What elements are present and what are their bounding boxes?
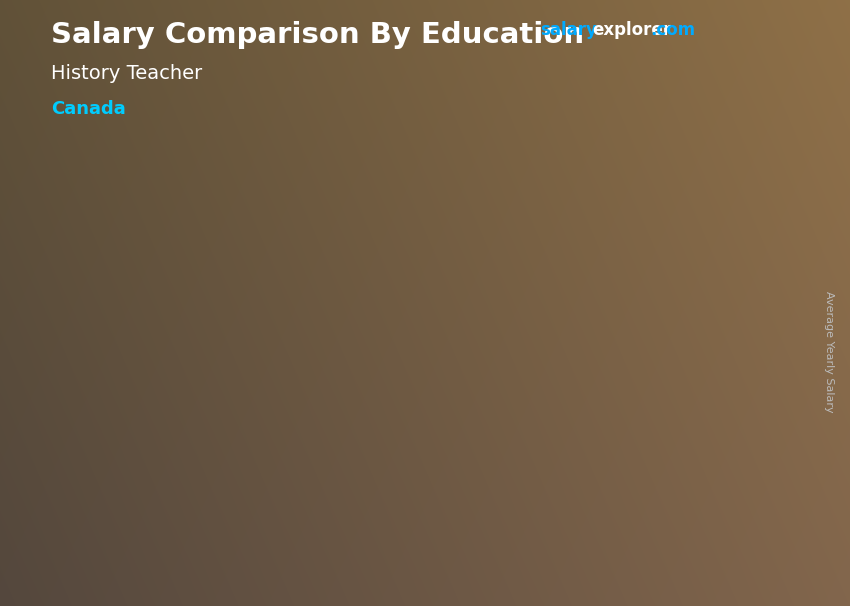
Polygon shape	[568, 248, 661, 521]
Polygon shape	[163, 381, 275, 395]
Text: Salary Comparison By Education: Salary Comparison By Education	[51, 21, 584, 49]
Text: 103,000 CAD: 103,000 CAD	[324, 296, 445, 313]
Polygon shape	[366, 319, 477, 332]
Polygon shape	[568, 235, 679, 248]
Text: History Teacher: History Teacher	[51, 64, 202, 82]
Text: +49%: +49%	[297, 257, 387, 285]
FancyArrowPatch shape	[258, 302, 405, 375]
Text: 149,000 CAD: 149,000 CAD	[582, 211, 703, 229]
Text: .com: .com	[650, 21, 695, 39]
Polygon shape	[459, 319, 477, 521]
Polygon shape	[257, 381, 275, 521]
Bar	[705, 27, 753, 97]
Bar	[680, 27, 705, 97]
Text: +45%: +45%	[478, 165, 568, 193]
Polygon shape	[163, 395, 257, 521]
Polygon shape	[366, 332, 459, 521]
Text: salary: salary	[540, 21, 597, 39]
Text: Average Yearly Salary: Average Yearly Salary	[824, 291, 834, 412]
Text: explorer: explorer	[592, 21, 672, 39]
Polygon shape	[709, 33, 748, 65]
Text: 69,000 CAD: 69,000 CAD	[51, 358, 160, 376]
Bar	[753, 27, 778, 97]
FancyArrowPatch shape	[461, 221, 606, 313]
Polygon shape	[661, 235, 679, 521]
Text: Canada: Canada	[51, 100, 126, 118]
